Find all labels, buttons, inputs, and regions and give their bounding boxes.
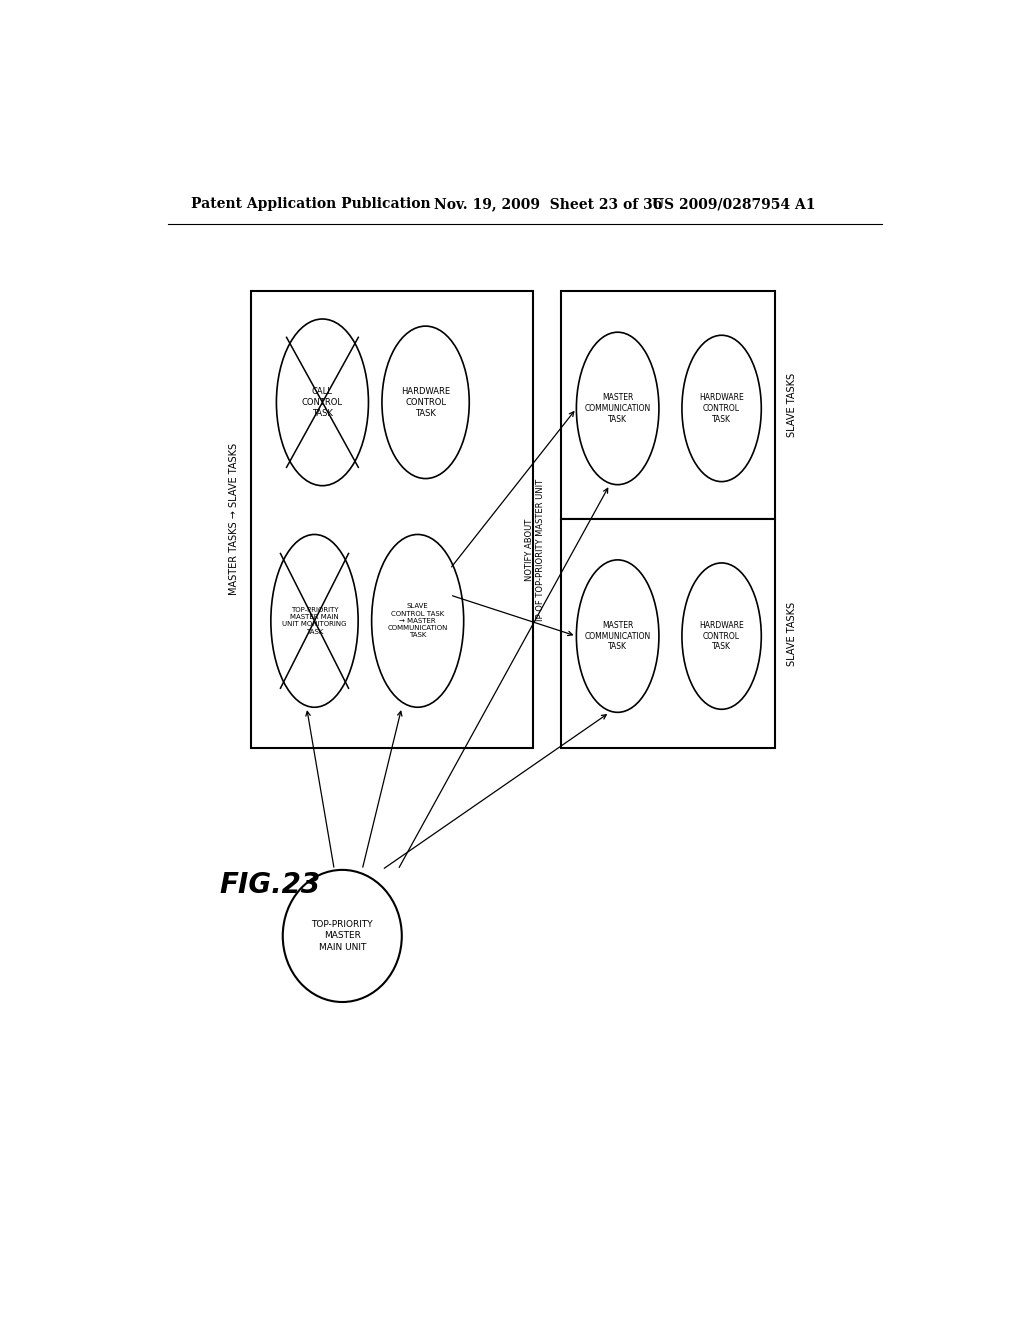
Text: HARDWARE
CONTROL
TASK: HARDWARE CONTROL TASK bbox=[699, 393, 744, 424]
Ellipse shape bbox=[682, 335, 761, 482]
Ellipse shape bbox=[577, 560, 658, 713]
Text: NOTIFY ABOUT
IP OF TOP-PRIORITY MASTER UNIT: NOTIFY ABOUT IP OF TOP-PRIORITY MASTER U… bbox=[525, 479, 545, 620]
Ellipse shape bbox=[276, 319, 369, 486]
Text: FIG.23: FIG.23 bbox=[219, 871, 321, 899]
Text: SLAVE TASKS: SLAVE TASKS bbox=[787, 602, 798, 665]
Text: US 2009/0287954 A1: US 2009/0287954 A1 bbox=[652, 197, 815, 211]
Ellipse shape bbox=[270, 535, 358, 708]
Bar bbox=[251, 290, 532, 748]
Text: SLAVE
CONTROL TASK
→ MASTER
COMMUNICATION
TASK: SLAVE CONTROL TASK → MASTER COMMUNICATIO… bbox=[387, 603, 447, 639]
Text: MASTER TASKS → SLAVE TASKS: MASTER TASKS → SLAVE TASKS bbox=[228, 444, 239, 595]
Text: SLAVE TASKS: SLAVE TASKS bbox=[787, 372, 798, 437]
Text: CALL
CONTROL
TASK: CALL CONTROL TASK bbox=[302, 387, 343, 417]
Bar bbox=[560, 519, 775, 748]
Ellipse shape bbox=[577, 333, 658, 484]
Text: TOP-PRIORITY
MASTER MAIN
UNIT MONITORING
TASK: TOP-PRIORITY MASTER MAIN UNIT MONITORING… bbox=[283, 607, 347, 635]
Text: HARDWARE
CONTROL
TASK: HARDWARE CONTROL TASK bbox=[401, 387, 451, 417]
Ellipse shape bbox=[382, 326, 469, 479]
Text: HARDWARE
CONTROL
TASK: HARDWARE CONTROL TASK bbox=[699, 620, 744, 651]
Bar bbox=[560, 290, 775, 519]
Ellipse shape bbox=[372, 535, 464, 708]
Ellipse shape bbox=[283, 870, 401, 1002]
Text: TOP-PRIORITY
MASTER
MAIN UNIT: TOP-PRIORITY MASTER MAIN UNIT bbox=[311, 920, 373, 952]
Ellipse shape bbox=[682, 562, 761, 709]
Text: MASTER
COMMUNICATION
TASK: MASTER COMMUNICATION TASK bbox=[585, 620, 651, 651]
Text: Nov. 19, 2009  Sheet 23 of 36: Nov. 19, 2009 Sheet 23 of 36 bbox=[433, 197, 662, 211]
Text: MASTER
COMMUNICATION
TASK: MASTER COMMUNICATION TASK bbox=[585, 393, 651, 424]
Text: Patent Application Publication: Patent Application Publication bbox=[191, 197, 431, 211]
